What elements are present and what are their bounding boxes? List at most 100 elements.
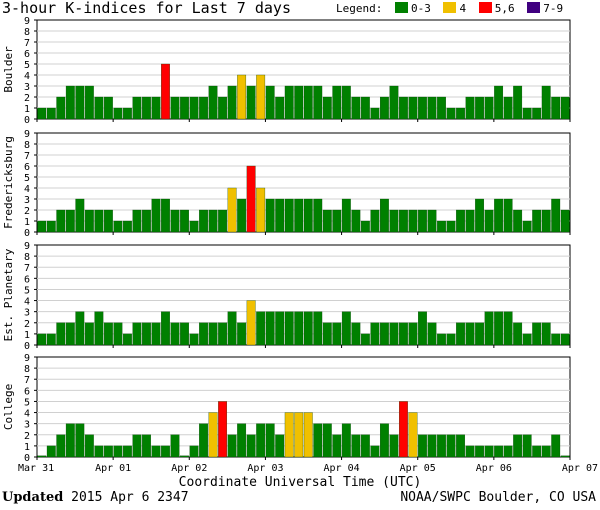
kp-bar	[284, 311, 294, 346]
kp-bar	[103, 96, 113, 120]
y-tick-label: 8	[24, 252, 30, 263]
kp-bar	[313, 85, 323, 120]
kp-bar	[341, 198, 351, 233]
updated-timestamp: Updated 2015 Apr 6 2347	[2, 490, 189, 505]
kp-bar	[379, 423, 389, 458]
kp-bar	[265, 423, 275, 458]
kp-bar	[332, 209, 342, 233]
kp-bar	[408, 209, 418, 233]
kp-bar	[465, 209, 475, 233]
kp-bar	[161, 63, 170, 120]
source-credit: NOAA/SWPC Boulder, CO USA	[400, 490, 596, 505]
kp-bar	[379, 322, 389, 346]
y-tick-label: 6	[24, 49, 30, 60]
kp-bar	[322, 423, 332, 458]
kp-bar	[84, 85, 94, 120]
chart-title: 3-hour K-indices for Last 7 days	[2, 0, 291, 17]
kp-bar	[322, 96, 332, 120]
x-tick-label: Apr 07	[562, 463, 598, 474]
kp-bar	[46, 107, 56, 120]
kp-bar	[446, 333, 456, 346]
kp-bar	[180, 96, 189, 120]
legend-swatch-purple	[527, 2, 541, 13]
kp-bar	[284, 198, 294, 233]
kp-bar	[65, 85, 75, 120]
kp-bar	[256, 311, 266, 346]
kp-bar	[94, 311, 104, 346]
kp-bar	[351, 209, 361, 233]
kp-bar	[418, 311, 427, 346]
kp-bar	[418, 209, 427, 233]
kp-bar	[370, 107, 380, 120]
kp-bar	[399, 96, 408, 120]
panel-frame	[36, 19, 571, 120]
kp-bar	[56, 209, 66, 233]
kp-bar	[170, 434, 180, 458]
kp-bar	[456, 434, 465, 458]
kp-bar	[142, 322, 151, 346]
kp-bar	[189, 220, 199, 233]
kp-bar	[132, 209, 142, 233]
kp-bar	[123, 107, 132, 120]
kp-bar	[484, 96, 494, 120]
kp-bar	[532, 107, 542, 120]
legend-label-5-6: 5,6	[494, 2, 515, 15]
kp-bar	[227, 434, 237, 458]
kp-bar	[322, 209, 332, 233]
x-axis-title: Coordinate Universal Time (UTC)	[178, 475, 422, 490]
kp-bar	[513, 209, 523, 233]
kp-bar	[246, 434, 256, 458]
kp-bar	[123, 333, 132, 346]
kp-bar	[199, 96, 208, 120]
kp-bar	[103, 209, 113, 233]
kp-bar	[218, 209, 228, 233]
kp-bar	[465, 96, 475, 120]
kp-bar	[37, 333, 47, 346]
kp-bar	[237, 322, 247, 346]
y-tick-label: 6	[24, 386, 30, 397]
kp-bar	[151, 445, 161, 458]
kp-bar	[427, 434, 437, 458]
kp-bar	[284, 412, 294, 458]
kp-bar	[332, 85, 342, 120]
y-tick-label: 4	[24, 184, 30, 195]
kp-bar	[399, 322, 408, 346]
kp-bar	[132, 322, 142, 346]
kp-bar	[351, 434, 361, 458]
legend-label-4: 4	[459, 2, 467, 15]
kp-bar	[389, 209, 399, 233]
kp-bar	[503, 311, 513, 346]
kp-bar	[408, 412, 418, 458]
legend-label-7-9: 7-9	[543, 2, 564, 15]
kp-bar	[551, 96, 561, 120]
y-tick-label: 2	[24, 93, 30, 104]
kp-bar	[332, 322, 342, 346]
kp-bar	[84, 322, 94, 346]
kp-bar	[560, 333, 570, 346]
kp-bar	[456, 107, 465, 120]
kp-bar	[123, 445, 132, 458]
kp-bar	[208, 322, 218, 346]
kp-bar	[199, 423, 208, 458]
kp-bar	[389, 85, 399, 120]
x-tick-label: Apr 06	[476, 463, 512, 474]
kp-bar	[265, 198, 275, 233]
kp-bar	[218, 401, 228, 458]
kp-bar	[437, 434, 446, 458]
kp-bar	[532, 209, 542, 233]
kp-bar	[208, 209, 218, 233]
kp-bar	[408, 96, 418, 120]
kp-bar	[503, 445, 513, 458]
kp-bar	[199, 322, 208, 346]
kp-bar	[218, 96, 228, 120]
y-tick-label: 9	[24, 353, 30, 364]
kp-bar	[351, 322, 361, 346]
kp-bar	[94, 96, 104, 120]
y-tick-label: 4	[24, 71, 30, 82]
kp-bar	[84, 434, 94, 458]
kp-bar	[189, 445, 199, 458]
kp-bar	[75, 423, 85, 458]
y-tick-label: 0	[24, 341, 30, 352]
y-tick-label: 1	[24, 217, 30, 228]
